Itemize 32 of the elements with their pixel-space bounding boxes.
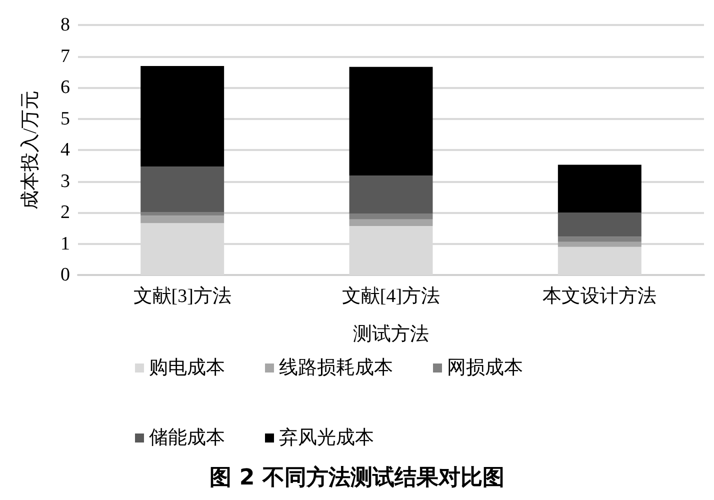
legend-label: 储能成本 (149, 428, 225, 448)
bar (140, 166, 224, 212)
y-tick-label: 8 (60, 14, 70, 36)
bar (349, 66, 433, 176)
x-tick-label: 本文设计方法 (542, 285, 657, 307)
legend-label: 购电成本 (149, 358, 225, 378)
y-tick-label: 4 (60, 140, 70, 160)
bar (349, 176, 433, 214)
bar (140, 66, 224, 167)
legend-label: 线路损耗成本 (279, 358, 393, 378)
y-tick-label: 5 (60, 108, 70, 130)
y-tick-label: 7 (60, 46, 70, 67)
bar (140, 216, 224, 224)
legend-label: 网损成本 (447, 358, 523, 378)
y-tick-label: 3 (60, 170, 70, 192)
bar (140, 212, 224, 216)
bar (349, 213, 433, 220)
bar (558, 212, 642, 237)
x-tick-label: 文献[3]方法 (133, 285, 232, 307)
y-tick-label: 6 (60, 77, 70, 98)
x-axis-title: 测试方法 (353, 323, 429, 345)
bar (558, 242, 642, 247)
y-tick-label: 0 (60, 264, 70, 286)
legend-label: 弃风光成本 (279, 426, 374, 448)
bar (558, 236, 642, 242)
bar (349, 219, 433, 226)
x-tick-label: 文献[4]方法 (342, 285, 440, 307)
y-tick-label: 2 (60, 202, 70, 223)
y-tick-label: 1 (60, 233, 70, 254)
text: 图 2 不同方法测试结果对比图 (210, 464, 504, 490)
y-axis-title: 成本投入/万元 (20, 90, 41, 210)
bar (558, 164, 642, 212)
